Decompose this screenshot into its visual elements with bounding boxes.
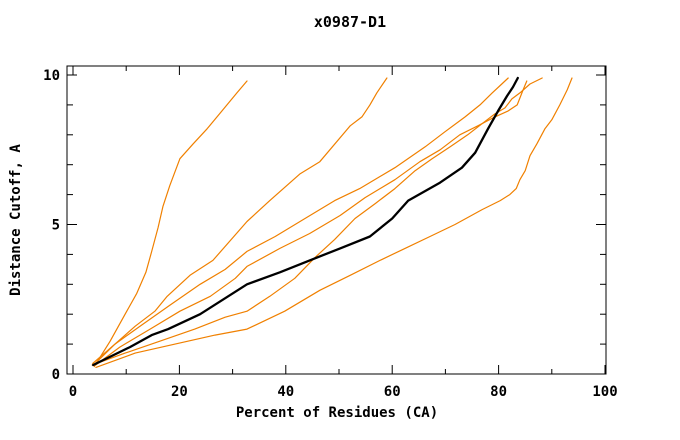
series-line-highlighted-model bbox=[92, 76, 519, 367]
x-tick-label: 100 bbox=[592, 384, 617, 400]
x-tick-label: 20 bbox=[171, 384, 188, 400]
series-line-model-4 bbox=[94, 80, 528, 367]
series-line-model-5 bbox=[91, 77, 543, 366]
axis-ticks bbox=[67, 66, 606, 375]
x-tick-label: 60 bbox=[384, 384, 401, 400]
y-axis-label: Distance Cutoff, A bbox=[8, 144, 24, 296]
series-line-model-1 bbox=[93, 80, 248, 368]
series-line-model-3 bbox=[92, 77, 509, 365]
axis-tick-labels: 0 20 40 60 80 100 0 5 10 bbox=[43, 68, 618, 400]
y-tick-label: 0 bbox=[52, 367, 60, 383]
chart-title: x0987-D1 bbox=[314, 13, 386, 31]
plot-border bbox=[66, 65, 607, 375]
x-tick-label: 40 bbox=[277, 384, 294, 400]
x-axis-label: Percent of Residues (CA) bbox=[236, 405, 438, 421]
series-line-model-6 bbox=[95, 77, 573, 368]
x-tick-label: 0 bbox=[69, 384, 77, 400]
series-line-model-2 bbox=[93, 77, 388, 366]
y-tick-label: 5 bbox=[52, 218, 60, 234]
series-lines bbox=[91, 76, 573, 368]
x-tick-label: 80 bbox=[490, 384, 507, 400]
y-tick-label: 10 bbox=[43, 68, 60, 84]
